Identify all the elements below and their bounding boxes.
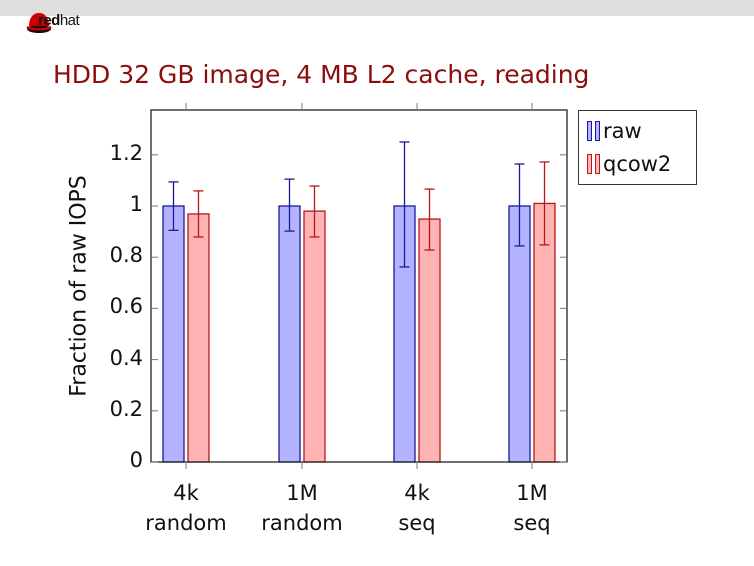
bar-qcow2 (418, 218, 441, 463)
y-tick-label: 0.8 (109, 243, 143, 268)
bar-qcow2 (187, 213, 210, 463)
legend-item-qcow2: qcow2 (587, 149, 671, 179)
x-tick-label: 1M seq (513, 481, 551, 535)
y-tick-label: 1 (129, 192, 143, 216)
bar-raw (278, 205, 301, 463)
legend-label-raw: raw (603, 119, 642, 143)
y-tick-label: 0.6 (109, 294, 143, 319)
plot-frame (150, 109, 568, 463)
y-tick-label: 0.4 (109, 345, 143, 370)
legend-swatch-raw-icon (587, 121, 600, 141)
legend-item-raw: raw (587, 116, 642, 146)
legend-label-qcow2: qcow2 (603, 152, 672, 176)
x-tick-label: 1M random (261, 481, 343, 535)
y-tick-label: 0 (129, 448, 143, 472)
y-tick-label: 1.2 (109, 140, 143, 165)
legend-swatch-qcow2-icon (587, 154, 600, 174)
redhat-logo-icon (26, 13, 52, 33)
x-tick-label: 4k random (145, 481, 227, 535)
chart-legend: raw qcow2 (578, 110, 697, 185)
y-tick-label: 0.2 (109, 396, 143, 421)
bar-qcow2 (303, 210, 326, 463)
top-bar (0, 0, 754, 16)
redhat-logo-text: redhat (38, 12, 80, 29)
x-tick-label: 4k seq (398, 481, 436, 535)
slide-title: HDD 32 GB image, 4 MB L2 cache, reading (53, 60, 590, 89)
bar-raw (162, 205, 185, 463)
